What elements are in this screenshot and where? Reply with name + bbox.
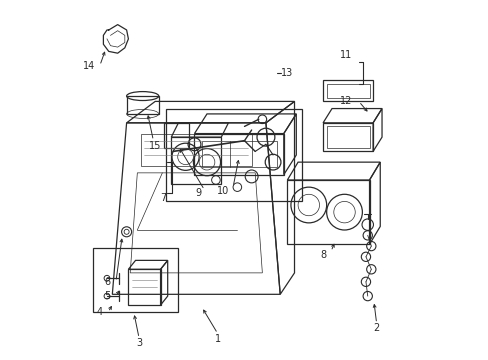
Text: 8: 8 — [319, 250, 325, 260]
Text: 5: 5 — [103, 291, 110, 301]
Bar — [93, 248, 178, 312]
Text: 6: 6 — [103, 277, 110, 287]
Text: 9: 9 — [195, 188, 201, 198]
Text: 4: 4 — [97, 307, 102, 317]
Text: 1: 1 — [214, 334, 220, 344]
Text: 7: 7 — [160, 193, 166, 203]
Text: 10: 10 — [217, 186, 229, 196]
Text: 15: 15 — [149, 141, 161, 151]
Text: 13: 13 — [281, 68, 293, 78]
Text: 12: 12 — [340, 96, 352, 107]
Text: 11: 11 — [340, 50, 352, 60]
Bar — [165, 109, 301, 202]
Text: 3: 3 — [136, 338, 142, 347]
Text: 14: 14 — [83, 61, 95, 71]
Text: 2: 2 — [373, 323, 379, 333]
